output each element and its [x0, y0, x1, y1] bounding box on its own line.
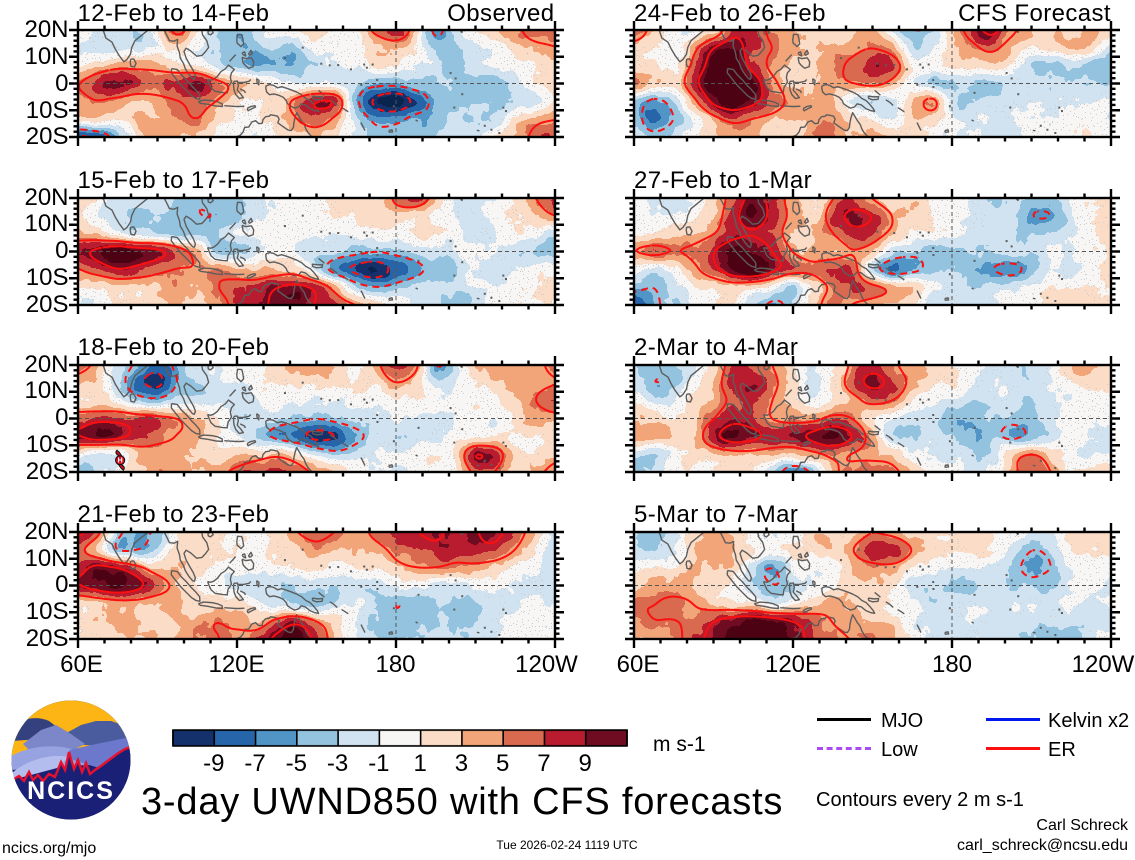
panel-title-5: 27-Feb to 1-Mar: [634, 167, 813, 194]
panel-map-2: [63, 350, 569, 486]
footer-site-link: ncics.org/mjo: [2, 840, 97, 857]
lat-label-2-0: 20N: [24, 350, 69, 378]
lat-label-2-3: 10S: [25, 430, 69, 458]
lon-label-0-1: 120E: [208, 650, 265, 678]
legend-line-kelvin-x2: [986, 718, 1040, 721]
lon-label-1-0: 60E: [616, 650, 660, 678]
panel-map-5: [620, 183, 1125, 319]
column-header-0: Observed: [447, 0, 555, 28]
legend-label-3: ER: [1048, 739, 1076, 761]
logo-text: NCICS: [27, 777, 115, 805]
footer-timestamp: Tue 2026-02-24 1119 UTC: [496, 838, 638, 852]
credit-email: carl_schreck@ncsu.edu: [957, 837, 1128, 854]
panel-title-6: 2-Mar to 4-Mar: [634, 334, 799, 362]
lat-label-0-1: 10N: [24, 43, 69, 71]
panel-title-0: 12-Feb to 14-Feb: [77, 0, 270, 27]
colorbar: [170, 728, 629, 748]
colorbar-tick-7: 5: [495, 749, 510, 777]
lat-label-1-2: 0: [55, 237, 69, 264]
lat-label-3-1: 10N: [24, 544, 69, 572]
colorbar-tick-2: -5: [285, 749, 307, 777]
lon-label-1-1: 120E: [764, 650, 822, 678]
lon-label-1-3: 120W: [1071, 650, 1135, 678]
panel-map-4: [620, 16, 1125, 152]
credit-name: Carl Schreck: [1036, 817, 1128, 834]
lat-label-0-4: 20S: [25, 123, 69, 151]
panel-map-0: [63, 16, 569, 152]
colorbar-tick-0: -9: [203, 749, 225, 777]
panel-map-6: [620, 350, 1125, 486]
colorbar-tick-3: -3: [326, 749, 349, 777]
panel-map-1: [63, 183, 569, 319]
panel-map-7: [620, 517, 1125, 653]
colorbar-tick-1: -7: [244, 749, 266, 777]
lat-label-1-4: 20S: [25, 290, 69, 318]
panel-title-1: 15-Feb to 17-Feb: [77, 167, 270, 194]
colorbar-tick-4: -1: [368, 749, 390, 777]
panel-map-3: [63, 517, 569, 653]
lat-label-2-2: 0: [55, 404, 69, 432]
lat-label-1-0: 20N: [24, 183, 69, 211]
legend-label-0: MJO: [881, 710, 924, 732]
lon-label-1-2: 180: [931, 650, 973, 678]
lat-label-1-3: 10S: [25, 263, 69, 291]
panel-title-4: 24-Feb to 26-Feb: [634, 0, 826, 27]
main-title: 3-day UWND850 with CFS forecasts: [141, 781, 784, 823]
legend-line-er: [986, 747, 1040, 750]
lat-label-3-3: 10S: [25, 598, 69, 626]
lat-label-3-2: 0: [55, 571, 69, 599]
colorbar-tick-6: 3: [454, 749, 469, 777]
colorbar-tick-9: 9: [578, 749, 592, 777]
column-header-1: CFS Forecast: [958, 0, 1111, 28]
panel-title-3: 21-Feb to 23-Feb: [77, 501, 270, 529]
legend-line-low: [817, 747, 871, 750]
ncics-logo: NCICS: [11, 700, 131, 820]
panel-title-7: 5-Mar to 7-Mar: [634, 501, 799, 529]
lon-label-0-3: 120W: [515, 650, 578, 678]
lat-label-3-4: 20S: [25, 624, 69, 652]
lat-label-0-2: 0: [55, 69, 69, 97]
lat-label-3-0: 20N: [24, 517, 69, 545]
lat-label-0-3: 10S: [25, 96, 69, 124]
colorbar-tick-5: 1: [413, 749, 427, 777]
legend-label-1: Kelvin x2: [1048, 710, 1130, 732]
lon-label-0-2: 180: [375, 650, 416, 678]
colorbar-tick-8: 7: [537, 749, 551, 777]
lat-label-1-1: 10N: [24, 210, 69, 238]
lat-label-2-4: 20S: [25, 457, 69, 485]
legend-label-2: Low: [881, 739, 918, 761]
lon-label-0-0: 60E: [60, 650, 103, 678]
legend-note: Contours every 2 m s-1: [816, 789, 1024, 811]
panel-title-2: 18-Feb to 20-Feb: [77, 334, 270, 362]
lat-label-2-1: 10N: [24, 377, 69, 405]
legend-line-mjo: [817, 718, 871, 721]
lat-label-0-0: 20N: [24, 16, 69, 44]
colorbar-units: m s-1: [653, 733, 706, 756]
